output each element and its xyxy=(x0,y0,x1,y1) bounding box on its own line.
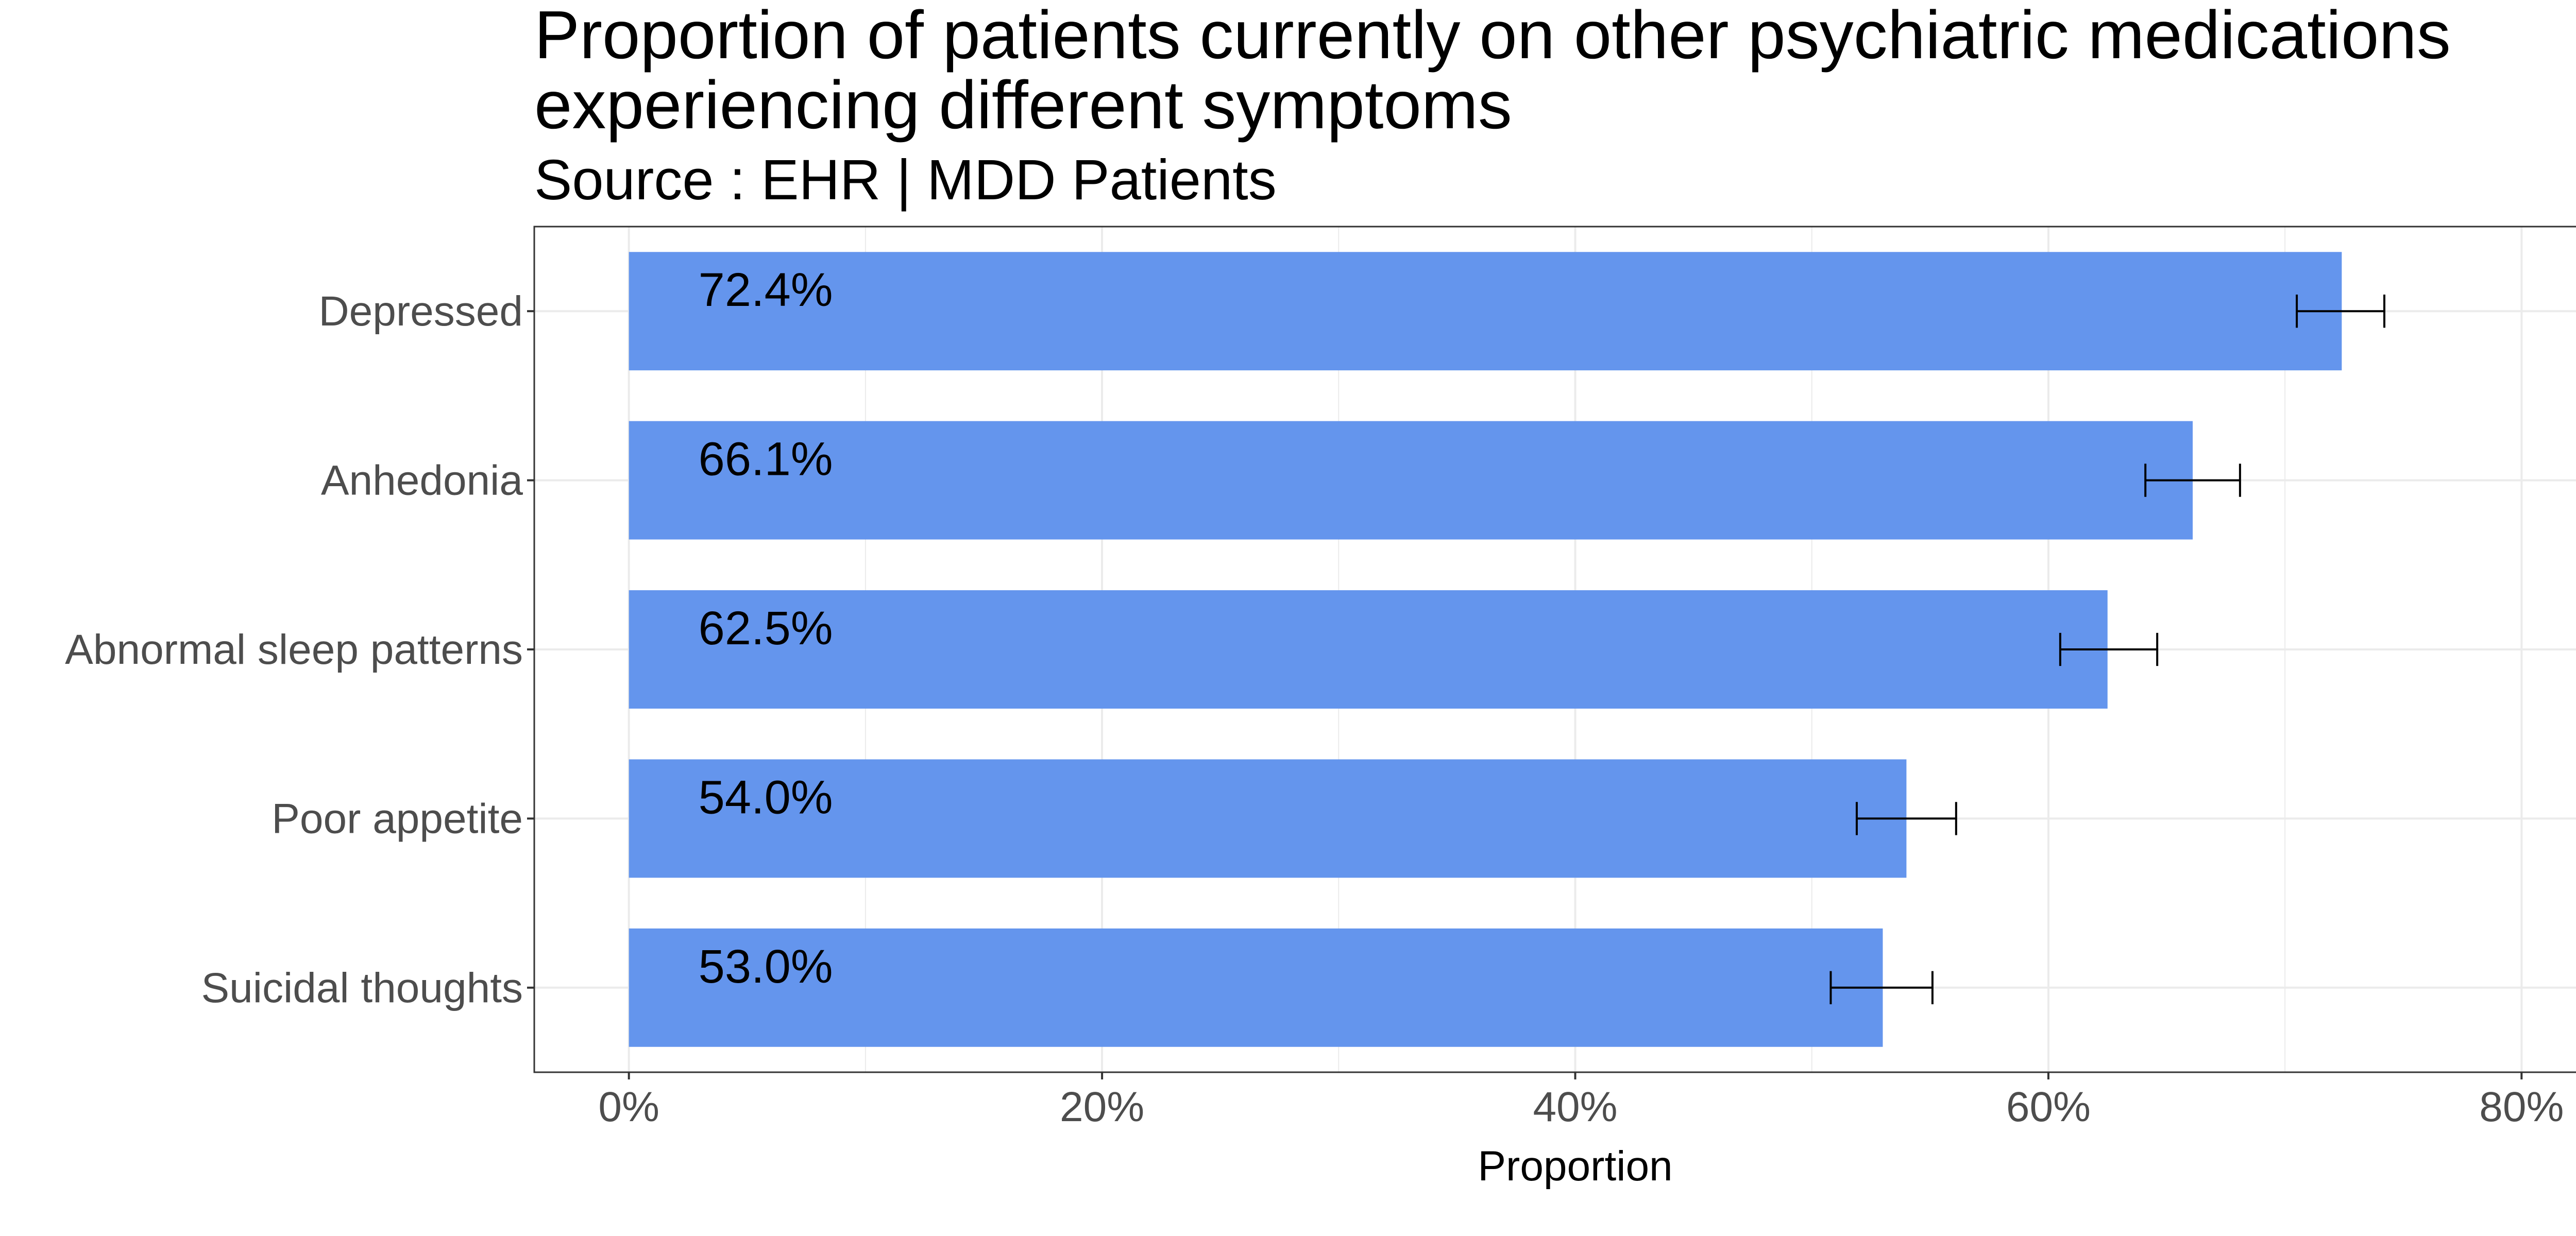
bar xyxy=(629,421,2193,540)
x-tick-label: 40% xyxy=(1533,1084,1617,1130)
y-tick-label: Suicidal thoughts xyxy=(201,965,523,1011)
chart-title-line-2: experiencing different symptoms xyxy=(534,67,1512,143)
error-bar xyxy=(1855,802,1957,835)
bar xyxy=(629,759,1907,878)
bars xyxy=(629,252,2342,1047)
bar-value-label: 53.0% xyxy=(699,940,833,993)
error-bars xyxy=(1829,295,2385,1004)
bar-value-label: 54.0% xyxy=(699,771,833,823)
y-tick-label: Abnormal sleep patterns xyxy=(65,626,523,673)
bar xyxy=(629,590,2108,709)
bar-value-label: 66.1% xyxy=(699,433,833,486)
x-tick-label: 20% xyxy=(1060,1084,1144,1130)
x-tick-label: 80% xyxy=(2479,1084,2564,1130)
error-bar xyxy=(2059,632,2159,666)
chart-subtitle: Source : EHR | MDD Patients xyxy=(534,148,1277,212)
bar-value-labels: 72.4% 66.1% 62.5% 54.0% 53.0% xyxy=(699,264,833,993)
bar-value-label: 62.5% xyxy=(699,602,833,655)
error-bar xyxy=(2144,464,2241,497)
y-axis: Depressed Anhedonia Abnormal sleep pattern… xyxy=(65,288,534,1011)
x-axis: 0% 20% 40% 60% 80% xyxy=(598,1072,2564,1130)
bar xyxy=(629,252,2342,371)
y-tick-label: Depressed xyxy=(318,288,523,335)
error-bar xyxy=(2296,295,2385,328)
bar xyxy=(629,928,1883,1047)
chart-title: Proportion of patients currently on othe… xyxy=(534,0,2451,140)
bar-value-label: 72.4% xyxy=(699,264,833,316)
x-tick-label: 60% xyxy=(2006,1084,2091,1130)
y-tick-label: Anhedonia xyxy=(321,457,523,504)
y-tick-label: Poor appetite xyxy=(272,795,523,842)
error-bar xyxy=(1829,971,1934,1004)
x-tick-label: 0% xyxy=(598,1084,659,1130)
x-axis-title: Proportion xyxy=(1478,1143,1672,1190)
chart-title-line-1: Proportion of patients currently on othe… xyxy=(534,0,2451,73)
